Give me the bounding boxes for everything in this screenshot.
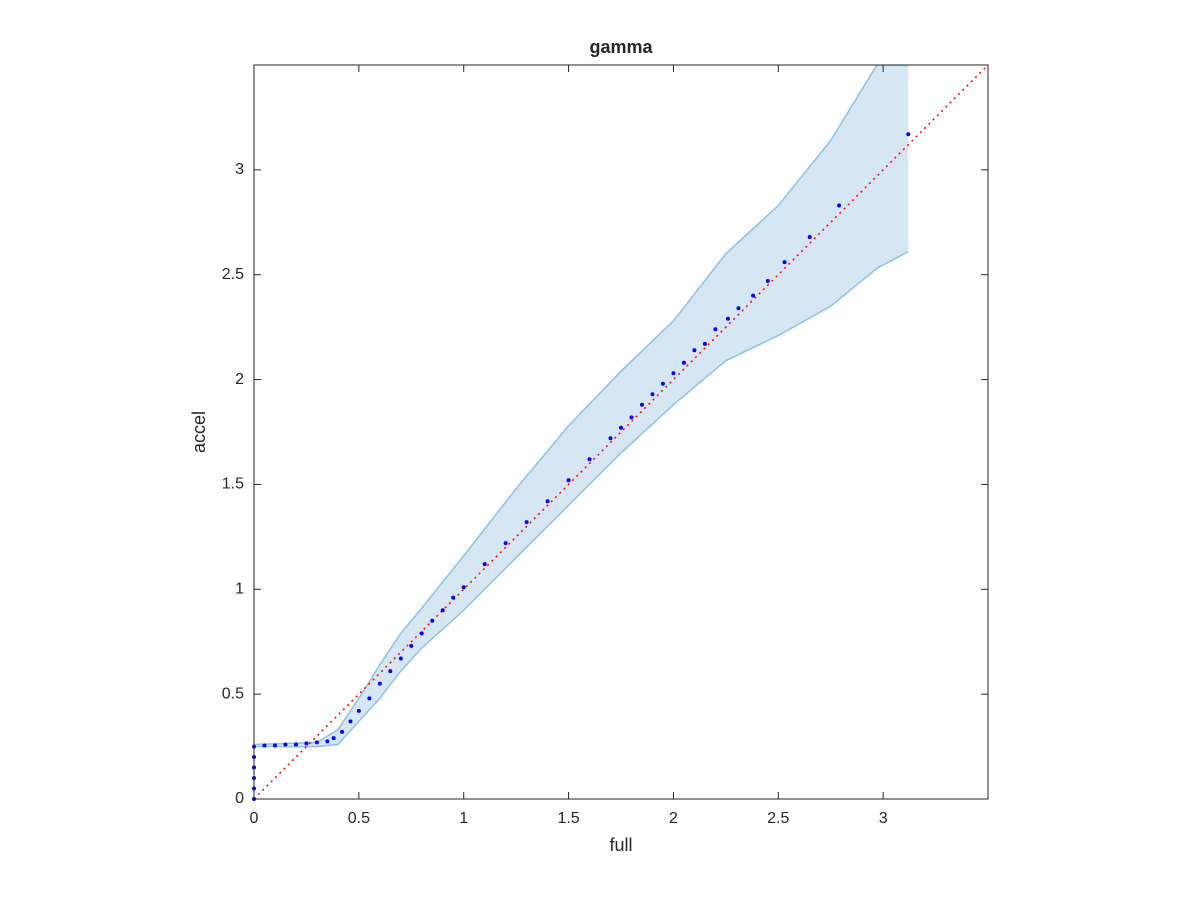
data-point [440, 608, 445, 613]
y-tick-label: 1 [235, 581, 244, 598]
data-point [782, 260, 787, 265]
x-tick-label: 3 [879, 810, 888, 827]
data-point [639, 402, 644, 407]
data-point [348, 719, 353, 724]
data-point [356, 708, 361, 713]
data-point [587, 457, 592, 462]
data-point [398, 656, 403, 661]
data-point [451, 595, 456, 600]
data-point [751, 293, 756, 298]
y-tick-label: 1.5 [222, 476, 244, 493]
x-tick-label: 1 [459, 810, 468, 827]
data-point [692, 348, 697, 353]
x-axis-label: full [609, 835, 632, 855]
x-tick-label: 0 [250, 810, 259, 827]
data-point [725, 316, 730, 321]
data-point [272, 743, 277, 748]
x-tick-label: 2 [669, 810, 678, 827]
data-point [566, 478, 571, 483]
data-point [713, 327, 718, 332]
data-point [340, 729, 345, 734]
data-point [367, 696, 372, 701]
data-point [304, 741, 309, 746]
data-point [524, 520, 529, 525]
y-tick-label: 0.5 [222, 685, 244, 702]
data-point [503, 541, 508, 546]
data-point [837, 203, 842, 208]
data-point [409, 643, 414, 648]
data-point [325, 739, 330, 744]
reference-line [253, 64, 989, 800]
data-point [671, 371, 676, 376]
data-point [619, 425, 623, 430]
y-tick-label: 2.5 [222, 266, 244, 283]
data-point [331, 736, 336, 741]
data-point [650, 392, 655, 397]
data-point [419, 631, 424, 636]
data-point [314, 740, 319, 745]
data-point [461, 585, 466, 590]
data-point [293, 742, 298, 747]
data-point [388, 669, 393, 674]
data-point [906, 132, 911, 137]
data-point [430, 618, 435, 623]
y-axis-label: accel [189, 411, 209, 453]
axes-box [253, 64, 989, 800]
confidence-band [254, 65, 909, 747]
band-lower [254, 250, 909, 748]
data-point [482, 562, 487, 567]
data-point [377, 681, 382, 686]
x-tick-label: 2.5 [767, 810, 789, 827]
x-tick-label: 0.5 [348, 810, 370, 827]
band-upper [254, 65, 909, 746]
data-point [702, 341, 707, 346]
data-point [608, 436, 613, 441]
data-point [629, 415, 634, 420]
data-point [765, 279, 770, 284]
data-point [807, 234, 812, 239]
data-point [545, 499, 550, 504]
y-tick-label: 3 [235, 161, 244, 178]
data-point [660, 381, 665, 386]
chart-title: gamma [589, 37, 653, 57]
data-point [283, 742, 288, 747]
x-tick-label: 1.5 [557, 810, 579, 827]
data-point [736, 306, 741, 311]
data-point [262, 743, 267, 748]
data-point [681, 360, 686, 365]
y-tick-label: 2 [235, 371, 244, 388]
y-tick-label: 0 [235, 790, 244, 807]
